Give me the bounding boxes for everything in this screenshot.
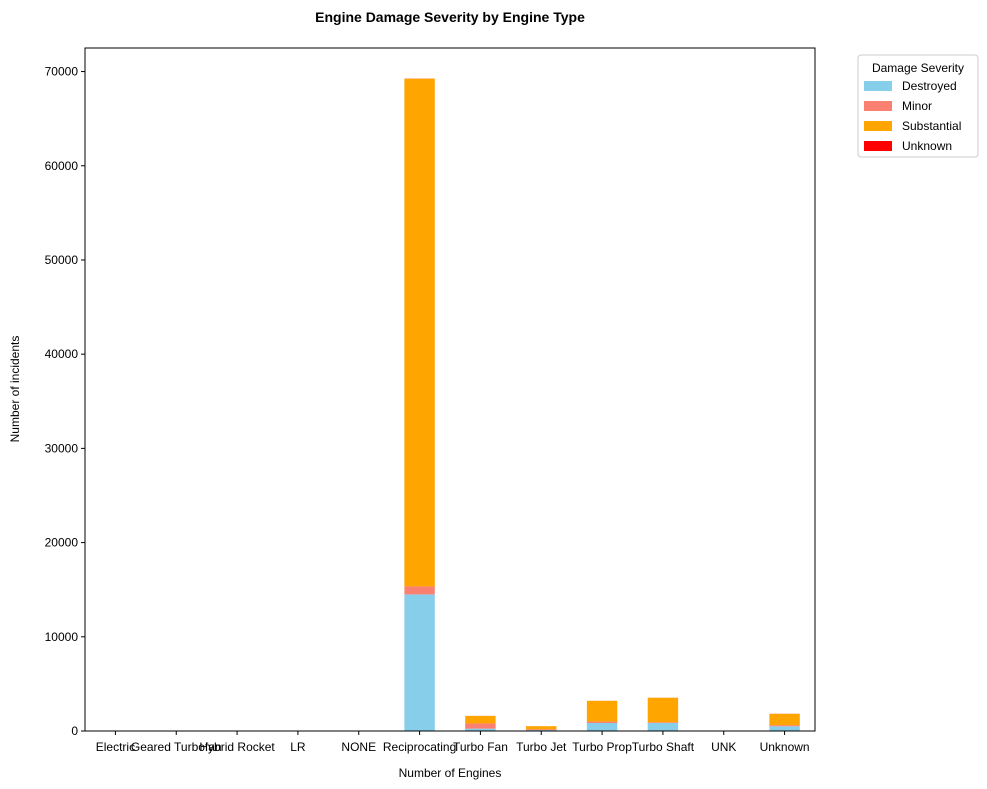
plot-frame [84, 47, 816, 732]
bar-minor-7 [526, 729, 557, 731]
x-tick-label-2: Hybrid Rocket [199, 740, 275, 754]
bar-substantial-9 [647, 697, 679, 723]
y-axis: 0 10000 20000 30000 40000 50000 60000 70000 [45, 65, 85, 738]
x-tick-label-6: Turbo Fan [453, 740, 508, 754]
legend-label-unknown: Unknown [902, 139, 952, 153]
bar-destroyed-6 [465, 728, 496, 731]
legend-label-substantial: Substantial [902, 119, 961, 133]
legend-swatch-minor [864, 101, 892, 111]
y-tick-label-2: 20000 [45, 536, 79, 550]
y-tick-label-4: 40000 [45, 347, 79, 361]
x-tick-label-5: Reciprocating [383, 740, 456, 754]
y-tick-label-1: 10000 [45, 630, 79, 644]
x-tick-label-11: Unknown [760, 740, 810, 754]
bar-minor-5 [404, 586, 435, 595]
bar-substantial-6 [465, 715, 496, 724]
y-axis-label: Number of incidents [8, 336, 22, 443]
legend-swatch-substantial [864, 121, 892, 131]
legend-swatch-unknown [864, 141, 892, 151]
bar-minor-6 [465, 723, 496, 729]
bar-minor-8 [586, 721, 618, 723]
bar-minor-9 [647, 722, 679, 723]
y-tick-label-3: 30000 [45, 441, 79, 455]
bar-destroyed-8 [586, 722, 618, 731]
bar-destroyed-9 [647, 722, 679, 731]
chart-title: Engine Damage Severity by Engine Type [315, 9, 585, 25]
bar-minor-11 [769, 725, 800, 727]
bar-substantial-11 [769, 713, 800, 726]
legend-label-minor: Minor [902, 99, 932, 113]
bar-substantial-8 [586, 700, 618, 722]
y-tick-label-0: 0 [71, 724, 78, 738]
y-tick-label-6: 60000 [45, 159, 79, 173]
x-axis-label: Number of Engines [399, 766, 502, 780]
bar-substantial-7 [526, 726, 557, 730]
x-tick-label-4: NONE [341, 740, 376, 754]
x-tick-label-7: Turbo Jet [516, 740, 567, 754]
x-tick-label-1: Geared Turbofan [131, 740, 222, 754]
legend-title: Damage Severity [872, 61, 964, 75]
x-tick-label-10: UNK [711, 740, 736, 754]
bars-layer [100, 78, 800, 731]
x-tick-label-8: Turbo Prop [572, 740, 632, 754]
legend-label-destroyed: Destroyed [902, 79, 957, 93]
legend-swatch-destroyed [864, 81, 892, 91]
legend: Damage Severity Destroyed Minor Substantia… [857, 54, 979, 158]
legend-items: Destroyed Minor Substantial Unknown [864, 79, 961, 153]
x-tick-label-0: Electric [96, 740, 135, 754]
legend-box [857, 54, 979, 158]
y-tick-label-7: 70000 [45, 65, 79, 79]
x-tick-label-3: LR [290, 740, 306, 754]
x-tick-label-9: Turbo Shaft [632, 740, 695, 754]
bar-substantial-5 [404, 78, 435, 587]
bar-destroyed-5 [404, 594, 435, 731]
y-tick-label-5: 50000 [45, 253, 79, 267]
bar-destroyed-11 [769, 726, 800, 731]
